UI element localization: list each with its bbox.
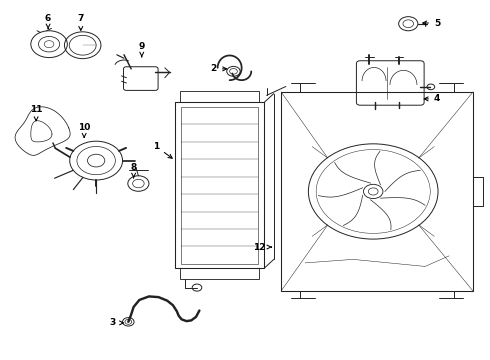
Text: 6: 6 — [45, 14, 51, 28]
Text: 3: 3 — [110, 318, 123, 327]
Bar — [281, 92, 473, 291]
Bar — [175, 102, 264, 268]
Bar — [180, 91, 259, 102]
Text: 10: 10 — [78, 123, 90, 138]
Text: 4: 4 — [424, 94, 441, 103]
Bar — [181, 107, 258, 264]
Text: 2: 2 — [211, 64, 227, 73]
Text: 7: 7 — [77, 14, 84, 30]
Bar — [180, 268, 259, 279]
Text: 9: 9 — [139, 42, 145, 57]
Text: 1: 1 — [153, 142, 172, 158]
Circle shape — [122, 318, 134, 326]
Text: 8: 8 — [130, 163, 137, 178]
Text: 11: 11 — [30, 105, 42, 121]
Text: 12: 12 — [253, 243, 271, 252]
Text: 5: 5 — [423, 18, 440, 27]
Circle shape — [227, 66, 240, 76]
